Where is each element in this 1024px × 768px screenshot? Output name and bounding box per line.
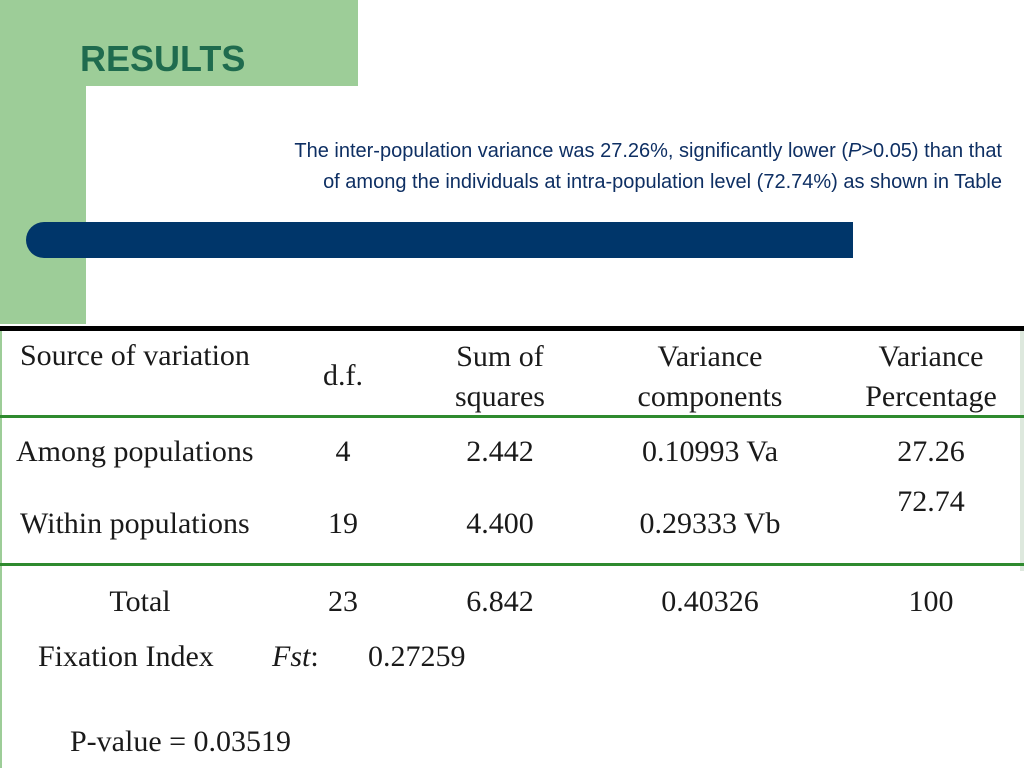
row-among-vc: 0.10993 Va <box>641 435 779 468</box>
row-among-source: Among populations <box>16 435 254 468</box>
row-within-df: 19 <box>328 507 358 540</box>
header-vc-line2: components <box>637 380 783 413</box>
fst-text: Fst <box>272 640 311 673</box>
total-ss: 6.842 <box>466 585 534 618</box>
p-symbol: P <box>847 140 862 162</box>
total-rule <box>0 563 1024 566</box>
total-df: 23 <box>328 585 358 618</box>
row-among-df: 4 <box>335 435 351 468</box>
row-among-vp: 27.26 <box>897 435 965 468</box>
header-vc-line1: Variance <box>657 340 763 373</box>
table-top-rule <box>0 326 1024 331</box>
row-within-ss: 4.400 <box>466 507 534 540</box>
fixation-index-value: 0.27259 <box>368 640 466 673</box>
table-right-edge <box>1020 331 1024 571</box>
row-within-source: Within populations <box>20 507 250 540</box>
paragraph-text-pre: The inter-population variance was 27.26%… <box>294 140 848 162</box>
header-ss-line2: squares <box>455 380 545 413</box>
fixation-index-label: Fixation Index <box>38 640 214 673</box>
row-within-vp: 72.74 <box>897 485 965 518</box>
amova-table-image <box>0 324 1024 768</box>
fst-colon: : <box>310 640 319 673</box>
decorative-blue-bar <box>26 222 853 258</box>
results-paragraph: The inter-population variance was 27.26%… <box>96 136 1002 198</box>
total-vp: 100 <box>908 585 954 618</box>
fst-symbol: Fst: <box>272 637 319 677</box>
header-vp-line2: Percentage <box>865 380 997 413</box>
slide-title: RESULTS <box>80 38 246 79</box>
green-side-strip <box>0 0 86 326</box>
header-rule <box>0 415 1024 418</box>
header-source: Source of variation <box>20 339 250 372</box>
total-label: Total <box>109 585 171 618</box>
p-value-text: P-value = 0.03519 <box>70 725 292 758</box>
row-within-vc: 0.29333 Vb <box>639 507 781 540</box>
paragraph-text-post: >0.05) than that <box>861 140 1002 162</box>
left-border-line <box>0 326 2 768</box>
total-vc: 0.40326 <box>661 585 759 618</box>
row-among-ss: 2.442 <box>466 435 534 468</box>
header-df: d.f. <box>323 359 363 392</box>
header-ss-line1: Sum of <box>456 340 544 373</box>
header-vp-line1: Variance <box>878 340 984 373</box>
paragraph-text-line2: of among the individuals at intra-popula… <box>323 171 1002 193</box>
